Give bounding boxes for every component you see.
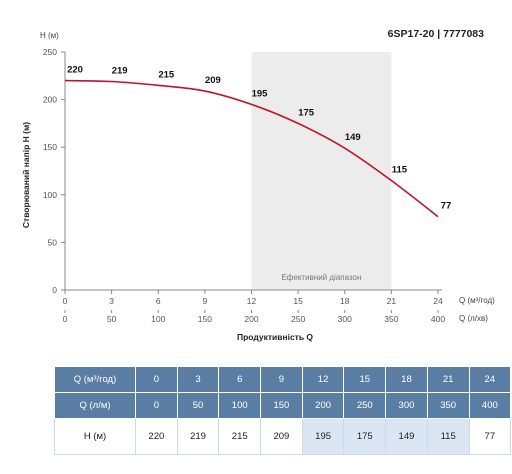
performance-table: Q (м³/год) 0 3 6 9 12 15 18 21 24 Q (л/м) 0 50 100…: [54, 366, 512, 455]
row-label-head: Н (м): [54, 418, 136, 455]
table-cell: 149: [385, 418, 428, 455]
table-cell: 195: [301, 418, 345, 455]
table-cell: 215: [218, 418, 262, 455]
x-tick-group-lmin: 0 50 100 150 200 250 300 350 400: [63, 310, 445, 324]
table-cell: 9: [260, 366, 303, 393]
y-unit-label: Н (м): [40, 31, 59, 40]
table-cell: 0: [135, 366, 178, 393]
table-cell: 24: [468, 366, 512, 393]
table-cell: 209: [260, 418, 303, 455]
efficient-range-label: Ефективний діапазон: [281, 273, 361, 282]
y-tick-label: 50: [48, 237, 58, 247]
x-tick-label-m3h: 6: [156, 296, 161, 306]
x-tick-group-m3h: 0 3 6 9 12 15 18 21 24: [63, 290, 443, 306]
table-row-q-lmin: Q (л/м) 0 50 100 150 200 250 300 350 400: [54, 392, 512, 419]
data-label: 209: [205, 75, 221, 86]
x-tick-label-m3h: 24: [433, 296, 443, 306]
y-tick-label: 200: [43, 95, 57, 105]
table-row-q-m3h: Q (м³/год) 0 3 6 9 12 15 18 21 24: [54, 366, 512, 393]
table-cell: 18: [385, 366, 428, 393]
table-cell: 220: [135, 418, 178, 455]
x-tick-label-lmin: 50: [107, 314, 117, 324]
table-cell: 200: [301, 392, 345, 419]
table-cell: 400: [468, 392, 512, 419]
model-title: 6SP17-20 | 7777083: [388, 28, 485, 40]
data-label: 175: [298, 107, 315, 118]
table-cell: 300: [385, 392, 428, 419]
table-cell: 12: [301, 366, 345, 393]
table-cell: 15: [343, 366, 387, 393]
y-axis-title: Створюваний напір Н (м): [21, 122, 31, 228]
y-tick-label: 0: [52, 285, 57, 295]
table-cell: 219: [176, 418, 220, 455]
y-tick-label: 100: [43, 190, 57, 200]
point-label-group: 220 219 215 209 195 175 149 115 77: [67, 65, 451, 212]
data-label: 215: [158, 69, 175, 80]
head-curve: [64, 79, 439, 218]
efficient-range-band: [251, 52, 392, 290]
x-tick-label-lmin: 200: [244, 314, 258, 324]
x-axis-title: Продуктивність Q: [237, 332, 313, 342]
table-cell: 150: [260, 392, 303, 419]
data-label: 219: [112, 66, 128, 77]
x-tick-label-m3h: 15: [293, 296, 303, 306]
row-label-q-m3h: Q (м³/год): [54, 366, 136, 393]
x-tick-label-lmin: 300: [338, 314, 352, 324]
table-cell: 100: [218, 392, 262, 419]
table-cell: 350: [426, 392, 470, 419]
y-tick-group: 0 50 100 150 200 250: [43, 47, 65, 295]
table-cell: 175: [343, 418, 387, 455]
data-label: 220: [67, 65, 83, 76]
x-tick-label-m3h: 12: [247, 296, 257, 306]
x-tick-label-lmin: 0: [63, 314, 68, 324]
table-cell: 0: [135, 392, 178, 419]
x-tick-label-lmin: 400: [431, 314, 445, 324]
table-cell: 50: [176, 392, 220, 419]
table-cell: 3: [176, 366, 220, 393]
table-cell: 115: [426, 418, 470, 455]
data-label: 149: [345, 132, 361, 143]
table-cell: 77: [468, 418, 512, 455]
x-tick-label-m3h: 3: [109, 296, 114, 306]
table-row-head: Н (м) 220 219 215 209 195 175 149 115 77: [54, 418, 512, 455]
x-tick-label-lmin: 350: [384, 314, 398, 324]
data-label: 195: [252, 88, 269, 99]
table-cell: 6: [218, 366, 262, 393]
x-tick-label-m3h: 0: [63, 296, 68, 306]
x-tick-label-m3h: 21: [387, 296, 397, 306]
y-tick-label: 150: [43, 142, 57, 152]
x-tick-label-m3h: 9: [203, 296, 208, 306]
table-cell: 21: [426, 366, 470, 393]
x-tick-label-lmin: 250: [291, 314, 305, 324]
row-label-q-lmin: Q (л/м): [54, 392, 136, 419]
table-cell: 250: [343, 392, 387, 419]
x-tick-label-lmin: 100: [151, 314, 165, 324]
x-unit-label-m3h: Q (м³/год): [459, 296, 495, 305]
x-unit-label-lmin: Q (л/хв): [459, 314, 488, 323]
x-tick-label-m3h: 18: [340, 296, 350, 306]
data-label: 115: [392, 165, 408, 176]
y-tick-label: 250: [43, 47, 57, 57]
x-tick-label-lmin: 150: [198, 314, 212, 324]
data-label: 77: [441, 201, 452, 212]
